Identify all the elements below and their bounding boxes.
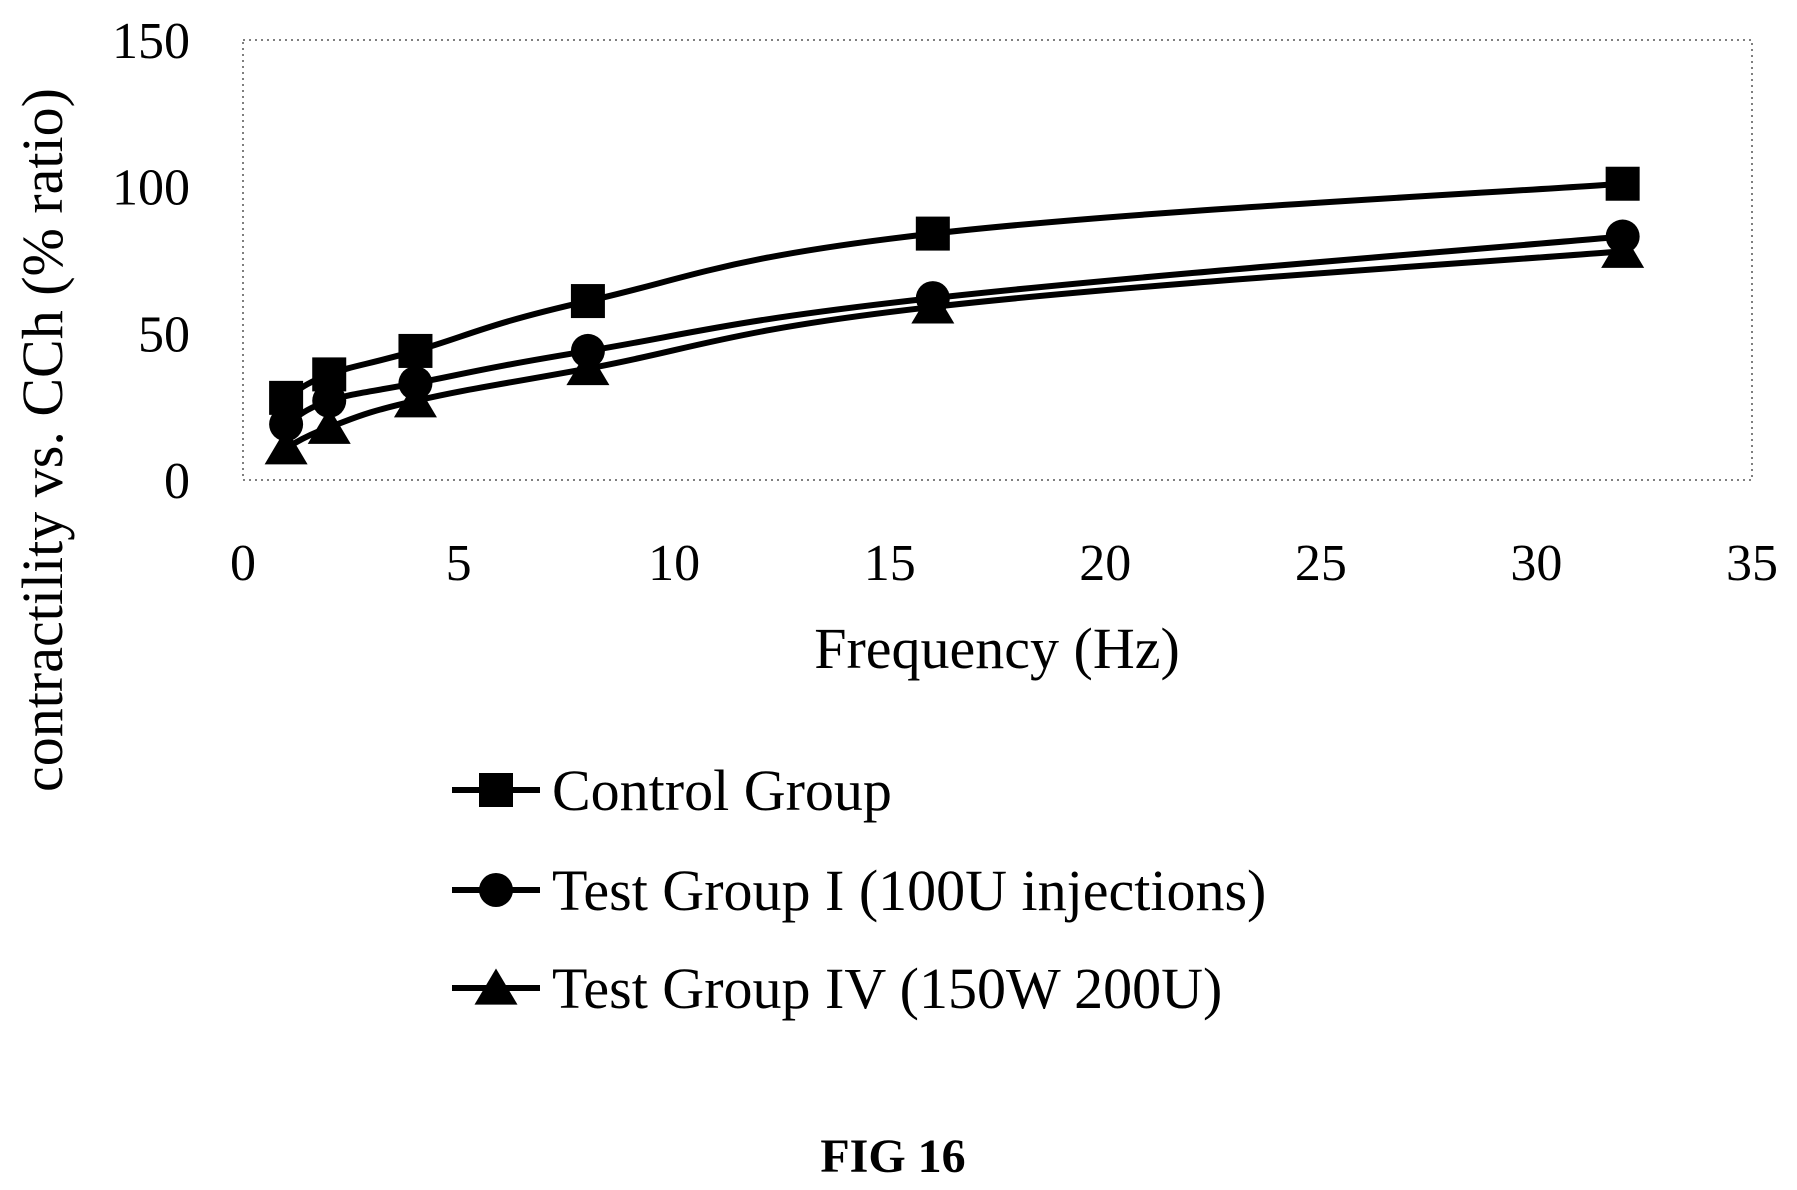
data-point-triangle	[264, 428, 308, 465]
x-tick-label: 20	[1079, 535, 1131, 592]
series-2	[264, 231, 1645, 465]
x-tick-label: 5	[446, 535, 472, 592]
x-tick-label: 25	[1295, 535, 1347, 592]
legend-item: Test Group I (100U injections)	[452, 858, 1266, 923]
figure-caption: FIG 16	[820, 1130, 965, 1183]
legend-item: Control Group	[452, 758, 892, 823]
data-point-circle	[269, 407, 304, 442]
legend-label: Test Group I (100U injections)	[552, 858, 1266, 923]
data-point-triangle	[911, 287, 955, 324]
data-point-square	[1605, 166, 1640, 201]
y-axis-title: contractility vs. CCh (% ratio)	[10, 88, 75, 792]
legend-label: Control Group	[552, 758, 892, 823]
x-tick-label: 30	[1510, 535, 1562, 592]
x-tick-label: 0	[230, 535, 256, 592]
y-tick-label: 100	[112, 160, 190, 217]
x-tick-label: 35	[1726, 535, 1778, 592]
x-tick-label: 15	[864, 535, 916, 592]
y-axis-tick-labels: 0 50 100 150	[112, 13, 190, 510]
series-line	[283, 233, 1626, 428]
y-tick-label: 150	[112, 13, 190, 70]
plot-frame	[242, 39, 1753, 481]
legend-marker-triangle	[474, 968, 518, 1005]
data-point-square	[915, 216, 950, 251]
data-point-circle	[312, 383, 347, 418]
legend: Control Group Test Group I (100U injectio…	[452, 758, 1266, 1021]
series-line	[283, 248, 1626, 451]
data-point-square	[398, 333, 433, 368]
series-0	[269, 166, 1640, 415]
data-point-triangle	[566, 348, 610, 386]
x-axis-title: Frequency (Hz)	[814, 616, 1180, 681]
data-point-triangle	[393, 381, 437, 418]
data-point-square	[570, 284, 605, 319]
legend-item: Test Group IV (150W 200U)	[452, 956, 1222, 1021]
x-tick-label: 10	[648, 535, 700, 592]
legend-marker-circle	[479, 873, 513, 907]
y-tick-label: 50	[138, 306, 190, 363]
legend-marker-square	[479, 773, 513, 807]
series-line	[283, 180, 1626, 401]
data-point-triangle	[307, 407, 351, 444]
data-point-triangle	[1601, 231, 1645, 268]
y-tick-label: 0	[164, 453, 190, 510]
series-group	[264, 166, 1645, 465]
x-axis-tick-labels: 0 5 10 15 20 25 30 35	[230, 535, 1778, 592]
legend-label: Test Group IV (150W 200U)	[552, 956, 1222, 1021]
